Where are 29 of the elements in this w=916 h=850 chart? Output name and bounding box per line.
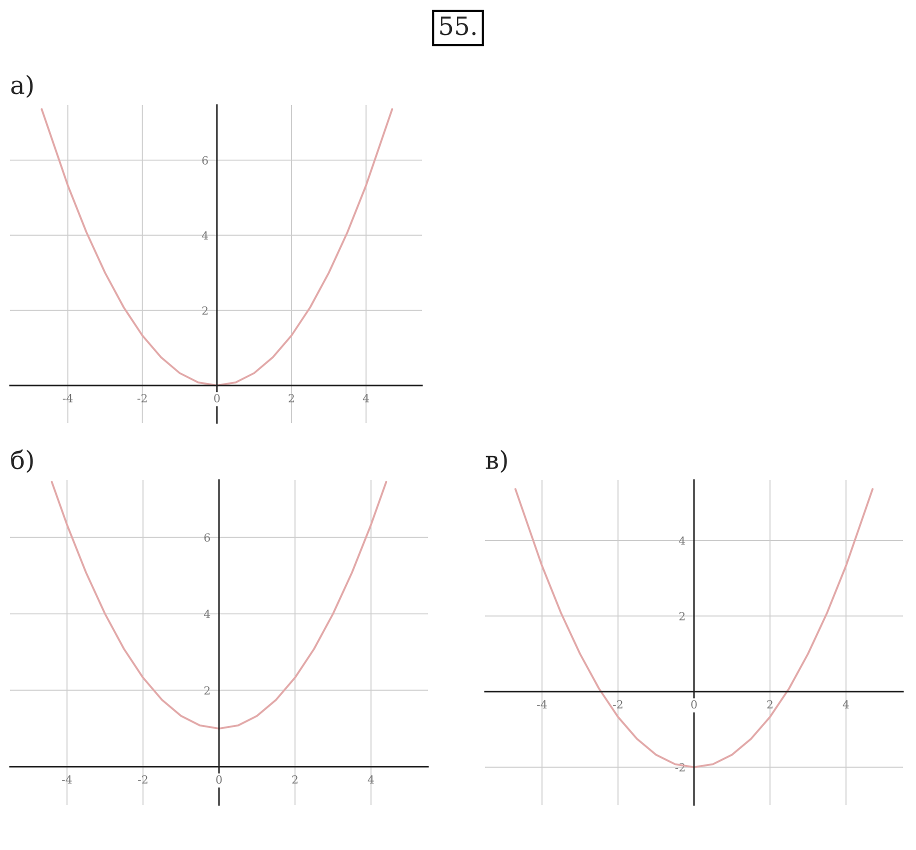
line-series xyxy=(40,108,394,386)
y-tick-label: 4 xyxy=(678,536,686,545)
y-tick-label: 2 xyxy=(202,306,208,315)
y-tick-label: 2 xyxy=(204,686,210,695)
x-tick-label: 2 xyxy=(767,700,772,708)
x-tick-label: 2 xyxy=(292,775,298,784)
x-tick-label: -4 xyxy=(62,394,73,402)
x-tick-label: 0 xyxy=(691,700,697,709)
y-tick-label: 4 xyxy=(204,610,210,618)
x-tick-label: 4 xyxy=(362,394,370,402)
y-tick-label: 6 xyxy=(204,533,210,542)
x-tick-label: -2 xyxy=(613,700,622,708)
x-tick-label: -4 xyxy=(62,775,72,784)
chart-title: б) xyxy=(11,449,33,473)
line-series xyxy=(50,480,388,730)
x-tick-label: 0 xyxy=(216,775,222,784)
x-tick-label: 0 xyxy=(214,394,220,402)
x-tick-label: -4 xyxy=(537,700,547,708)
x-tick-label: 4 xyxy=(368,775,374,784)
x-tick-label: -2 xyxy=(137,394,147,402)
x-tick-label: -2 xyxy=(138,775,148,784)
y-tick-label: 2 xyxy=(679,612,685,620)
x-tick-label: 2 xyxy=(288,394,294,402)
y-tick-label: 4 xyxy=(202,231,208,240)
chart-title: в) xyxy=(486,450,507,473)
x-tick-label: 4 xyxy=(842,700,849,708)
chart-title: а) xyxy=(11,74,33,98)
text: 55. xyxy=(440,16,476,36)
y-tick-label: 6 xyxy=(202,156,208,165)
